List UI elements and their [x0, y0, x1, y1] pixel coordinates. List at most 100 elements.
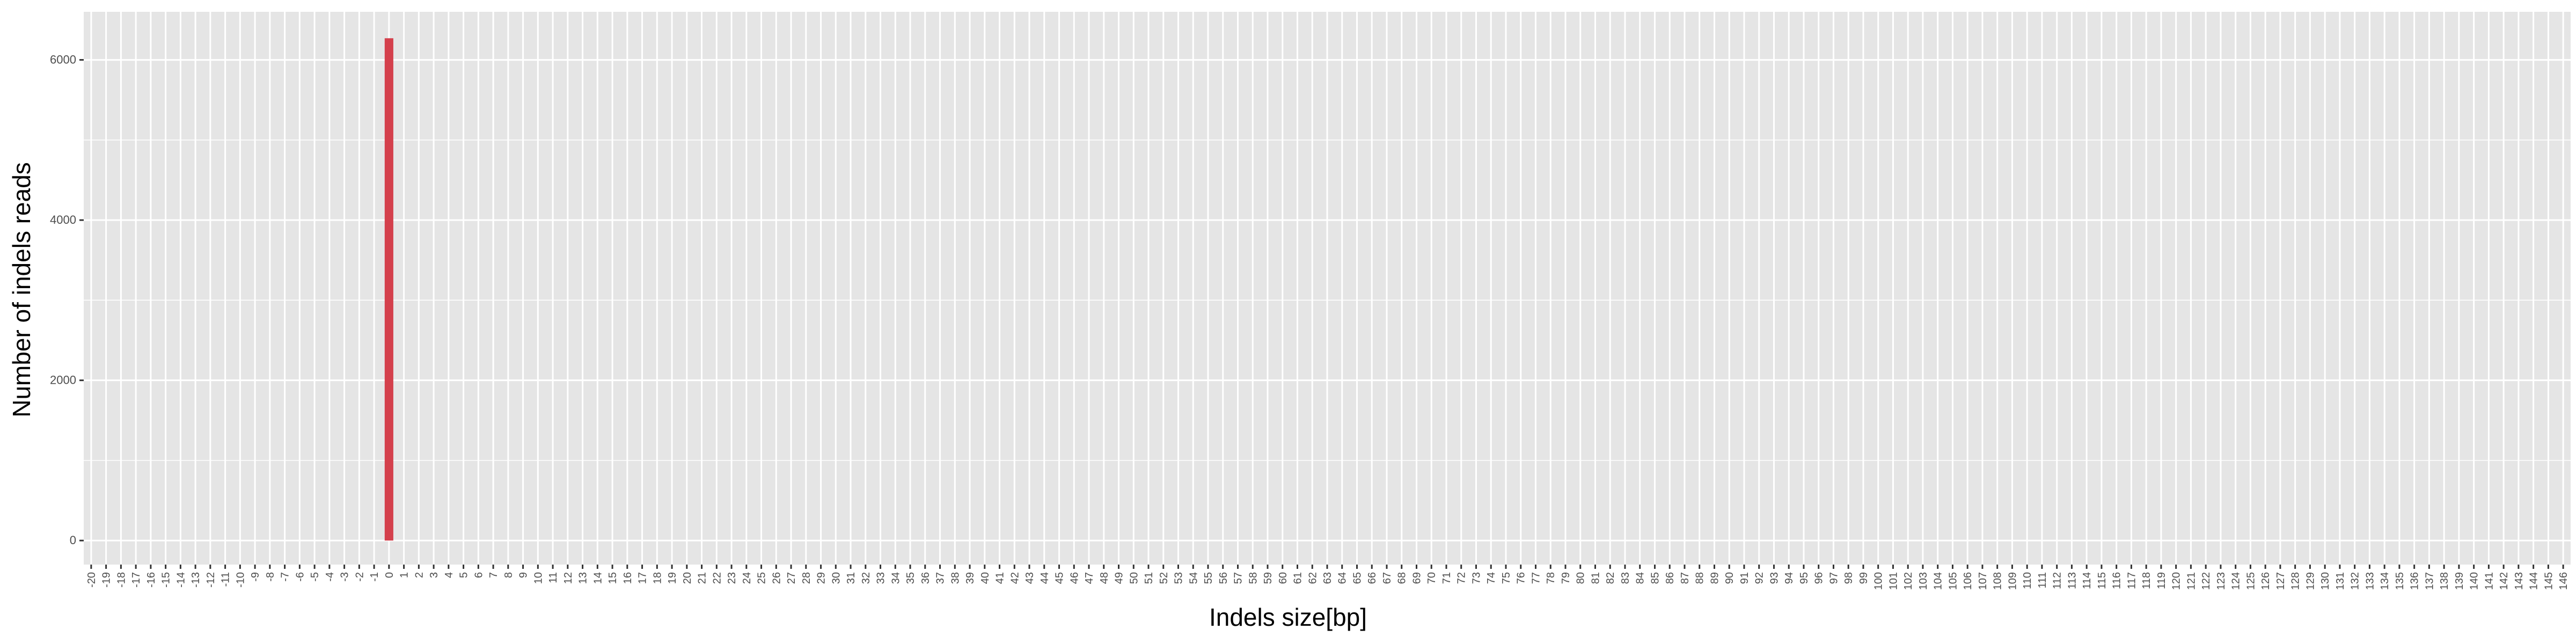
x-tick-label: 23 — [726, 572, 738, 584]
bars — [384, 38, 393, 541]
x-tick-label: -13 — [190, 572, 202, 588]
x-tick-label: 70 — [1426, 572, 1438, 584]
x-tick-label: -15 — [160, 572, 172, 588]
x-tick-label: -6 — [294, 572, 306, 582]
x-tick-label: 58 — [1247, 572, 1259, 584]
x-tick-label: 143 — [2513, 572, 2525, 590]
x-tick-label: 83 — [1620, 572, 1631, 584]
x-tick-label: 41 — [994, 572, 1006, 584]
x-tick-label: 110 — [2022, 572, 2033, 589]
x-tick-label: 31 — [845, 572, 857, 584]
y-tick-label: 4000 — [50, 213, 76, 226]
x-tick-label: 6 — [473, 572, 485, 578]
x-tick-label: 87 — [1679, 572, 1691, 584]
x-tick-label: 82 — [1605, 572, 1616, 584]
x-tick-label: 134 — [2379, 572, 2391, 590]
x-tick-label: 50 — [1128, 572, 1140, 584]
x-tick-label: 54 — [1188, 572, 1199, 584]
x-tick-label: 90 — [1724, 572, 1736, 584]
x-tick-label: -1 — [369, 572, 380, 582]
y-axis: 0 2000 4000 6000 — [50, 53, 84, 547]
x-tick-label: -17 — [130, 572, 142, 588]
x-tick-label: 28 — [801, 572, 813, 584]
x-tick-label: 1 — [399, 572, 411, 578]
x-tick-label: 2 — [413, 572, 425, 578]
x-tick-label: 68 — [1396, 572, 1408, 584]
x-tick-label: 105 — [1947, 572, 1959, 590]
x-tick-label: 69 — [1411, 572, 1423, 584]
x-tick-label: 76 — [1516, 572, 1527, 584]
x-tick-label: 55 — [1203, 572, 1214, 584]
x-tick-label: 89 — [1709, 572, 1721, 584]
x-tick-label: 78 — [1545, 572, 1557, 584]
x-tick-label: 26 — [771, 572, 782, 584]
x-tick-label: 139 — [2454, 572, 2465, 590]
x-tick-label: 98 — [1843, 572, 1855, 584]
x-tick-label: 32 — [860, 572, 872, 584]
x-tick-label: 15 — [607, 572, 619, 584]
x-tick-label: 47 — [1084, 572, 1095, 584]
x-tick-label: -16 — [145, 572, 157, 588]
x-tick-label: 71 — [1441, 572, 1453, 584]
bar — [384, 38, 393, 541]
x-gridlines — [90, 12, 2564, 565]
x-tick-label: 145 — [2543, 572, 2555, 590]
x-tick-label: -7 — [280, 572, 291, 582]
x-tick-label: 65 — [1351, 572, 1363, 584]
x-tick-label: -8 — [265, 572, 276, 582]
x-tick-label: 59 — [1262, 572, 1274, 584]
x-tick-label: 53 — [1173, 572, 1185, 584]
x-tick-label: 66 — [1366, 572, 1378, 584]
x-tick-label: 12 — [562, 572, 574, 584]
x-tick-label: 102 — [1902, 572, 1914, 590]
x-tick-label: 118 — [2141, 572, 2153, 589]
x-tick-label: 29 — [816, 572, 828, 584]
x-tick-label: 44 — [1039, 572, 1051, 584]
x-tick-label: 111 — [2037, 572, 2048, 588]
x-tick-label: 119 — [2156, 572, 2168, 589]
x-tick-label: 97 — [1828, 572, 1840, 584]
x-tick-label: 117 — [2126, 572, 2138, 589]
x-tick-label: 63 — [1322, 572, 1334, 584]
x-tick-label: 92 — [1754, 572, 1766, 584]
x-tick-label: 73 — [1470, 572, 1482, 584]
x-tick-label: 43 — [1024, 572, 1036, 584]
x-tick-label: -19 — [101, 572, 113, 588]
x-tick-label: -9 — [250, 572, 261, 582]
x-tick-label: 79 — [1560, 572, 1572, 584]
x-tick-label: -3 — [339, 572, 351, 582]
x-tick-label: 64 — [1337, 572, 1349, 584]
x-tick-label: 115 — [2096, 572, 2108, 589]
x-tick-label: 100 — [1873, 572, 1885, 590]
x-tick-label: 125 — [2245, 572, 2257, 590]
x-tick-label: 5 — [458, 572, 470, 578]
y-tick-label: 6000 — [50, 53, 76, 67]
x-tick-label: 120 — [2171, 572, 2183, 590]
x-tick-label: 128 — [2290, 572, 2302, 590]
x-tick-label: 3 — [428, 572, 440, 578]
x-tick-label: 114 — [2081, 572, 2093, 589]
x-tick-label: 0 — [384, 572, 396, 578]
x-tick-label: 52 — [1158, 572, 1170, 584]
x-tick-label: 85 — [1649, 572, 1661, 584]
x-tick-label: 99 — [1858, 572, 1870, 584]
x-tick-label: 93 — [1768, 572, 1780, 584]
x-tick-label: 106 — [1962, 572, 1974, 590]
x-tick-label: 13 — [577, 572, 589, 584]
x-tick-label: -20 — [86, 572, 98, 588]
x-tick-label: 11 — [547, 572, 559, 583]
x-tick-label: 74 — [1485, 572, 1497, 584]
y-tick-label: 0 — [70, 533, 76, 547]
x-tick-label: 135 — [2394, 572, 2406, 590]
x-tick-label: 133 — [2364, 572, 2376, 590]
x-tick-label: 42 — [1009, 572, 1021, 584]
x-tick-label: 130 — [2319, 572, 2331, 590]
x-tick-label: 127 — [2275, 572, 2287, 590]
x-tick-label: 34 — [890, 572, 902, 584]
x-tick-label: 91 — [1739, 572, 1751, 584]
x-tick-label: -10 — [235, 572, 246, 588]
x-tick-label: 67 — [1381, 572, 1393, 584]
x-tick-label: 77 — [1530, 572, 1542, 584]
x-tick-label: 137 — [2424, 572, 2435, 590]
